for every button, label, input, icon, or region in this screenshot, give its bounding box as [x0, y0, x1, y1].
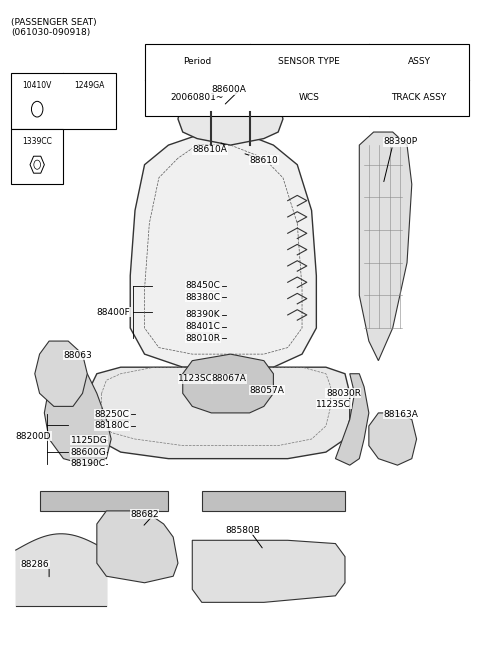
Text: 88180C: 88180C — [95, 422, 130, 430]
Polygon shape — [202, 491, 345, 511]
Polygon shape — [97, 511, 178, 583]
Text: 88600G: 88600G — [71, 447, 107, 457]
Text: 88010R: 88010R — [185, 334, 220, 343]
Text: 88390P: 88390P — [383, 137, 417, 146]
Text: 88190C: 88190C — [71, 459, 106, 468]
Text: 88067A: 88067A — [211, 375, 246, 384]
Text: 88163A: 88163A — [383, 410, 418, 419]
Polygon shape — [87, 367, 350, 459]
Text: 20060801~: 20060801~ — [170, 93, 224, 102]
Bar — [11, 73, 116, 129]
Text: 88610A: 88610A — [192, 145, 227, 154]
Text: 88450C: 88450C — [185, 281, 220, 290]
Text: 88057A: 88057A — [250, 386, 285, 394]
Text: (PASSENGER SEAT): (PASSENGER SEAT) — [11, 18, 96, 27]
Text: 88580B: 88580B — [226, 526, 261, 535]
Polygon shape — [178, 80, 283, 145]
Text: ASSY: ASSY — [408, 57, 431, 66]
Polygon shape — [336, 374, 369, 465]
Text: TRACK ASSY: TRACK ASSY — [391, 93, 446, 102]
Text: 88286: 88286 — [21, 560, 49, 569]
Text: WCS: WCS — [299, 93, 320, 102]
Polygon shape — [130, 132, 316, 367]
Text: 88390K: 88390K — [185, 310, 220, 319]
Text: SENSOR TYPE: SENSOR TYPE — [278, 57, 340, 66]
Text: 88682: 88682 — [130, 510, 159, 519]
Text: 88400F: 88400F — [97, 308, 131, 317]
Polygon shape — [183, 354, 274, 413]
Text: 1125DG: 1125DG — [71, 436, 108, 445]
Text: 1249GA: 1249GA — [74, 81, 105, 90]
Text: 88250C: 88250C — [95, 410, 129, 419]
Polygon shape — [35, 341, 87, 406]
Text: 88030R: 88030R — [326, 389, 361, 398]
Text: 1123SC: 1123SC — [316, 400, 351, 409]
Text: 1339CC: 1339CC — [22, 136, 52, 146]
Polygon shape — [192, 541, 345, 602]
Text: 1123SC: 1123SC — [178, 375, 213, 384]
Polygon shape — [44, 374, 111, 465]
Text: 88200D: 88200D — [16, 432, 51, 441]
Text: 88380C: 88380C — [185, 293, 220, 302]
Text: Period: Period — [183, 57, 211, 66]
Polygon shape — [39, 491, 168, 511]
Polygon shape — [369, 413, 417, 465]
Polygon shape — [360, 132, 412, 361]
Text: 88600A: 88600A — [211, 85, 246, 94]
Bar — [144, 44, 469, 115]
Text: 88401C: 88401C — [185, 322, 220, 331]
Text: 88610: 88610 — [250, 155, 278, 165]
Bar — [11, 129, 63, 184]
Text: 88063: 88063 — [63, 351, 92, 360]
Text: (061030-090918): (061030-090918) — [11, 28, 90, 37]
Text: 10410V: 10410V — [23, 81, 52, 90]
